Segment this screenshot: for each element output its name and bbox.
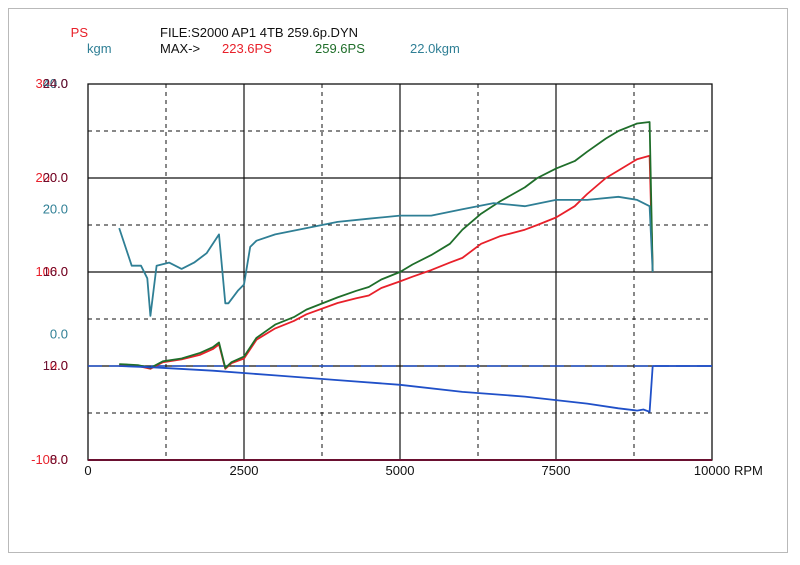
x-tick-label: 7500 xyxy=(542,463,571,478)
x-axis-labels: 0 2500 5000 7500 10000 xyxy=(84,463,730,478)
torque-line xyxy=(118,195,654,317)
y-axis-labels: 300.0 200.0 100.0 0.0 -100.0 40.0 20.0 0.0 24.0 2… xyxy=(31,76,68,467)
ps-tick-label: 200.0 xyxy=(35,170,68,185)
afr-line xyxy=(119,365,712,413)
afr-tick-label: 20.0 xyxy=(43,170,68,185)
max-ps-green: 259.6PS xyxy=(315,41,365,56)
ps-tick-label: 0.0 xyxy=(50,358,68,373)
x-axis-title: RPM xyxy=(734,463,763,478)
afr-tick-label: 8.0 xyxy=(50,452,68,467)
max-prefix: MAX-> xyxy=(160,41,200,56)
ps-tick-label: 300.0 xyxy=(35,76,68,91)
x-tick-label: 0 xyxy=(84,463,91,478)
grid xyxy=(87,83,713,461)
afr-tick-label: 16.0 xyxy=(43,264,68,279)
ps-tick-label: 100.0 xyxy=(35,264,68,279)
sheet-border xyxy=(8,8,788,553)
x-tick-label: 2500 xyxy=(230,463,259,478)
kgm-axis-unit: kgm xyxy=(87,41,112,56)
afr-tick-label: 12.0 xyxy=(43,358,68,373)
x-tick-label: 10000 xyxy=(694,463,730,478)
kgm-tick-label: 20.0 xyxy=(43,201,68,216)
max-ps-red: 223.6PS xyxy=(222,41,272,56)
file-name: FILE:S2000 AP1 4TB 259.6p.DYN xyxy=(160,25,358,40)
series-layer xyxy=(88,121,712,413)
kgm-tick-label: 0.0 xyxy=(50,327,68,342)
power-red-line xyxy=(119,154,654,370)
x-tick-label: 5000 xyxy=(386,463,415,478)
power-green-line xyxy=(119,121,654,369)
afr-tick-label: 24.0 xyxy=(43,76,68,91)
kgm-tick-label: 40.0 xyxy=(43,76,68,91)
ps-axis-unit: PS xyxy=(71,25,89,40)
ps-tick-label: -100.0 xyxy=(31,452,68,467)
max-kgm: 22.0kgm xyxy=(410,41,460,56)
